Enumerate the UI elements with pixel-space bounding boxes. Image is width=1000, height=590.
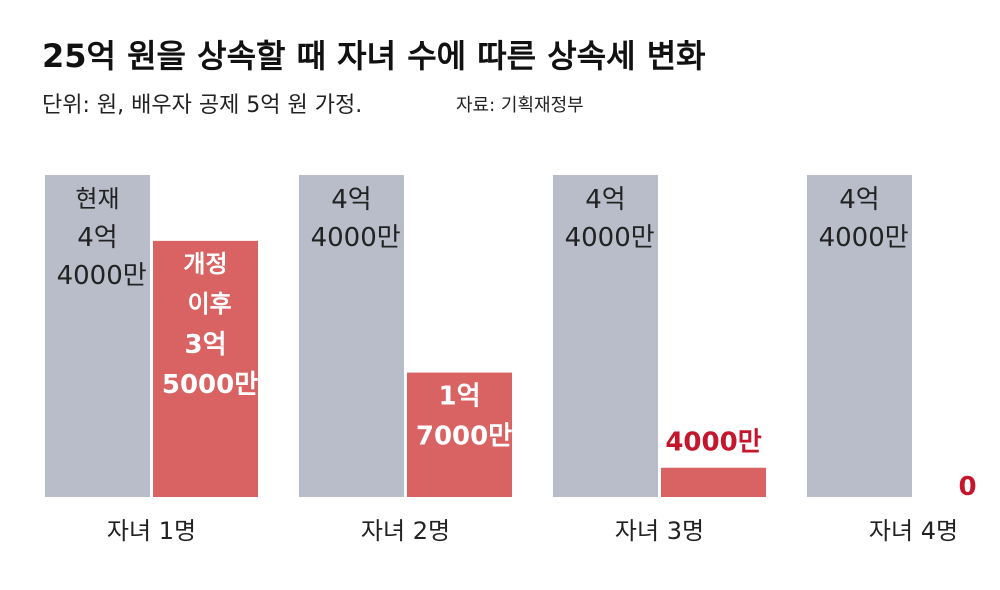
bar [153,240,258,497]
bar [45,175,150,497]
chart-title: 25억 원을 상속할 때 자녀 수에 따른 상속세 변화 [42,37,706,75]
value-label: 4억 4000만 [810,185,908,253]
bar [407,372,512,497]
bar [661,467,766,497]
series-name: 현재 [75,185,119,213]
bar [299,175,404,497]
value-label: 4억 4000만 [556,185,654,253]
source: 자료: 기획재정부 [456,95,584,116]
value-label: 1억 7000만 [407,381,512,451]
value-label: 4000만 [665,427,761,457]
value-label: 3억 5000만 [153,329,258,399]
bar [553,175,658,497]
value-label: 0 [958,472,976,502]
x-tick-label: 자녀 3명 [615,517,704,545]
x-tick-label: 자녀 4명 [869,517,958,545]
series-name: 개정 이후 [179,250,232,318]
x-tick-label: 자녀 2명 [361,517,450,545]
subtitle: 단위: 원, 배우자 공제 5억 원 가정. [42,93,362,118]
x-tick-label: 자녀 1명 [107,517,196,545]
value-label: 4억 4000만 [48,223,146,291]
value-label: 4억 4000만 [302,185,400,253]
bar [807,175,912,497]
